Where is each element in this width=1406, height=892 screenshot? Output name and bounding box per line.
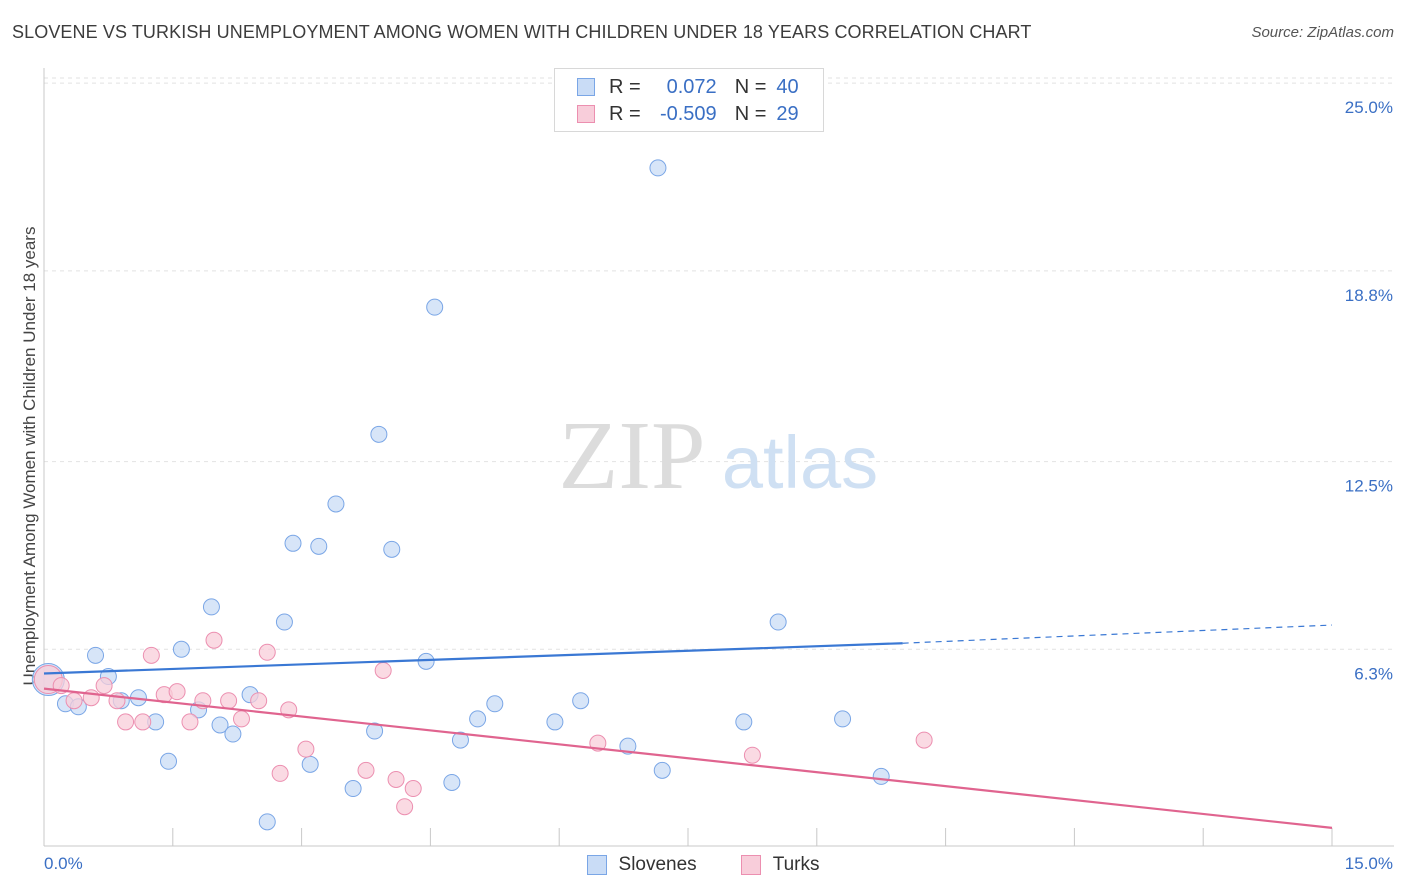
legend-label-slovenes: Slovenes [618, 854, 697, 875]
turks-point [374, 661, 392, 679]
slovenes-point [202, 598, 220, 616]
turks-point [404, 780, 422, 798]
chart-title: SLOVENE VS TURKISH UNEMPLOYMENT AMONG WO… [12, 22, 1032, 42]
legend-n-value: 40 [776, 75, 799, 98]
watermark-atlas: atlas [722, 421, 878, 504]
legend-swatch-slovenes [586, 855, 607, 875]
slovenes-point [284, 534, 302, 552]
slovenes-point [258, 813, 276, 831]
axes [43, 68, 1394, 847]
turks-point [181, 713, 199, 731]
slovenes-point [160, 752, 178, 770]
legend-swatch-turks [740, 855, 761, 875]
legend-label-turks: Turks [772, 854, 820, 875]
slovenes-trend-extension [902, 624, 1333, 644]
legend-r-label: R = [609, 75, 641, 98]
slovenes-point [619, 737, 637, 755]
legend-item-turks[interactable]: Turks [740, 852, 820, 878]
legend-n-label: N = [734, 75, 767, 98]
turks-point [232, 710, 250, 728]
slovenes-point [383, 540, 401, 558]
slovenes-point [310, 537, 328, 555]
slovenes-point [872, 767, 890, 785]
slovenes-point [834, 710, 852, 728]
slovenes-point [443, 773, 461, 791]
legend-row-turks: R = -0.509 N = 29 [577, 102, 799, 126]
turks-trend-line [43, 687, 1333, 829]
turks-point [250, 692, 268, 710]
slovenes-point [649, 159, 667, 177]
turks-point [357, 761, 375, 779]
y-tick-label: 12.5% [1345, 477, 1393, 496]
turks-point [271, 764, 289, 782]
turks-point [168, 683, 186, 701]
y-tick-label: 6.3% [1354, 664, 1393, 683]
legend-r-value: 0.072 [666, 75, 717, 98]
slovenes-point [87, 646, 105, 664]
legend-swatch-turks [577, 105, 595, 123]
source-label: Source: ZipAtlas.com [1251, 24, 1394, 41]
slovenes-point [344, 780, 362, 798]
legend-row-slovenes: R = 0.072 N = 40 [577, 75, 799, 99]
slovenes-point [735, 713, 753, 731]
turks-point [743, 746, 761, 764]
series-legend: Slovenes Turks [0, 852, 1406, 878]
watermark: ZIP atlas [559, 402, 879, 510]
slovenes-point [417, 652, 435, 670]
slovenes-point [451, 731, 469, 749]
legend-r-label: R = [609, 102, 641, 125]
slovenes-trend-line [43, 642, 903, 675]
slovenes-point [469, 710, 487, 728]
slovenes-point [224, 725, 242, 743]
slovenes-point [546, 713, 564, 731]
tick-labels: 6.3% 12.5% 18.8% 25.0% 0.0% 15.0% [44, 98, 1393, 873]
turks-point [220, 692, 238, 710]
slovenes-point [426, 298, 444, 316]
legend-item-slovenes[interactable]: Slovenes [586, 852, 697, 878]
slovenes-point [327, 495, 345, 513]
y-tick-label: 18.8% [1345, 286, 1393, 305]
grid-lines [44, 77, 1394, 650]
slovenes-point [301, 755, 319, 773]
slovenes-point [211, 716, 229, 734]
y-tick-label: 25.0% [1345, 98, 1393, 117]
slovenes-point [486, 695, 504, 713]
turks-point [915, 731, 933, 749]
legend-swatch-slovenes [577, 78, 595, 96]
turks-point [95, 677, 113, 695]
x-tick-label: 15.0% [1345, 854, 1393, 873]
slovenes-point [370, 425, 388, 443]
turks-point [117, 713, 135, 731]
data-points [31, 159, 933, 831]
slovenes-point [172, 640, 190, 658]
turks-point [142, 646, 160, 664]
trend-lines [43, 624, 1333, 829]
slovenes-point [769, 613, 787, 631]
slovenes-point [572, 692, 590, 710]
turks-point [297, 740, 315, 758]
turks-point [134, 713, 152, 731]
turks-point [396, 798, 414, 816]
legend-n-label: N = [734, 102, 767, 125]
legend-n-value: 29 [776, 102, 799, 125]
turks-point [205, 631, 223, 649]
turks-point [258, 643, 276, 661]
legend-r-value: -0.509 [659, 102, 717, 125]
slovenes-point [653, 761, 671, 779]
x-tick-label: 0.0% [44, 854, 83, 873]
turks-point [387, 770, 405, 788]
correlation-legend: R = 0.072 N = 40 R = -0.509 N = 29 [554, 68, 824, 132]
turks-point [65, 692, 83, 710]
slovenes-point [366, 722, 384, 740]
slovenes-point [275, 613, 293, 631]
watermark-zip: ZIP [559, 402, 706, 510]
